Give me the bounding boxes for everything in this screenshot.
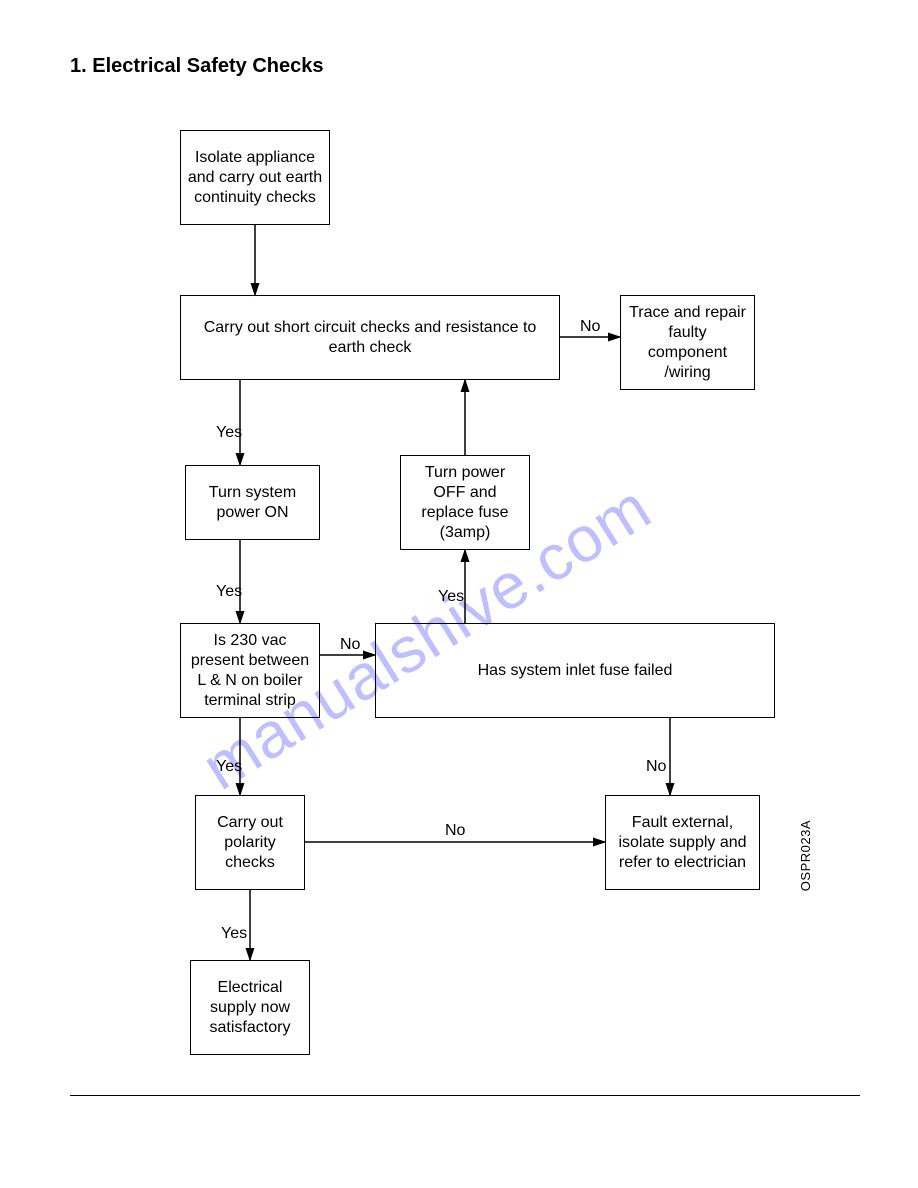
flowchart-edge-label: No [580,318,600,336]
flowchart-edge-label: Yes [216,583,242,601]
page-title: 1. Electrical Safety Checks [70,55,323,78]
flowchart-node: Turn system power ON [185,465,320,540]
flowchart-edge-label: Yes [216,424,242,442]
flowchart-node: Trace and repair faulty component /wirin… [620,295,755,390]
flowchart-node: Has system inlet fuse failed [375,623,775,718]
flowchart-node: Fault external, isolate supply and refer… [605,795,760,890]
flowchart-edge-label: Yes [221,925,247,943]
flowchart-node: Electrical supply now satisfactory [190,960,310,1055]
figure-code-label: OSPR023A [798,820,813,891]
flowchart-node: Is 230 vac present between L & N on boil… [180,623,320,718]
footer-rule [70,1095,860,1096]
flowchart-edge-label: No [445,822,465,840]
flowchart-node: Carry out polarity checks [195,795,305,890]
flowchart-node: Turn power OFF and replace fuse (3amp) [400,455,530,550]
flowchart-node: Carry out short circuit checks and resis… [180,295,560,380]
flowchart-edge-label: Yes [438,588,464,606]
flowchart-edge-label: Yes [216,758,242,776]
flowchart-edge-label: No [646,758,666,776]
flowchart-edge-label: No [340,636,360,654]
flowchart-node: Isolate appliance and carry out earth co… [180,130,330,225]
page: manualshive.com 1. Electrical Safety Che… [0,0,918,1188]
